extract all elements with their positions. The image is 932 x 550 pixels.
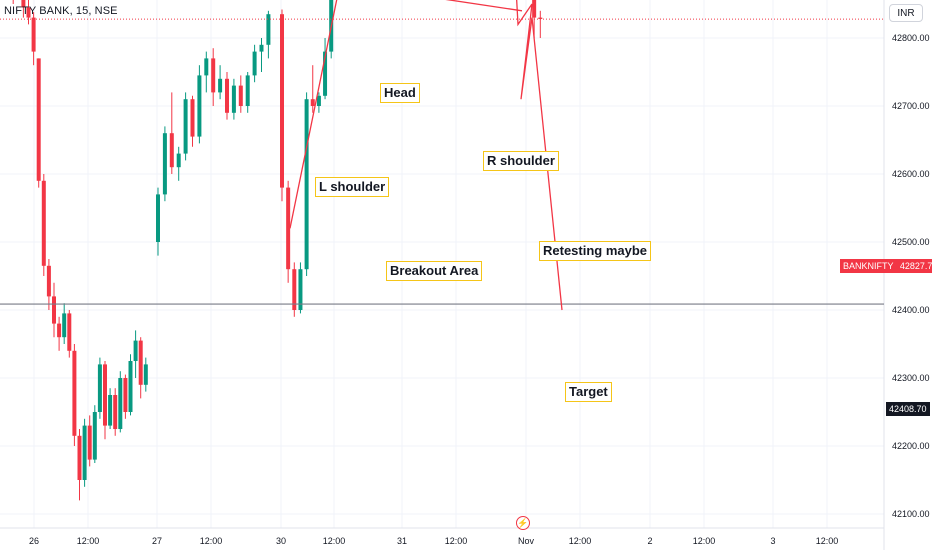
candle-body (143, 364, 148, 385)
candle-body (162, 133, 167, 195)
candle-body (218, 78, 223, 93)
lightning-icon[interactable]: ⚡ (516, 516, 530, 530)
candle-body (92, 412, 97, 460)
candle-body (133, 340, 138, 361)
candle-body (26, 7, 31, 18)
annotation-right-shoulder[interactable]: R shoulder (483, 151, 559, 171)
y-tick-label: 42200.00 (892, 441, 930, 451)
candle-body (138, 340, 143, 385)
annotation-head[interactable]: Head (380, 83, 420, 103)
candle-body (41, 180, 46, 266)
candle-body (87, 425, 92, 460)
candle-body (72, 350, 77, 436)
x-tick-label: 12:00 (569, 536, 592, 546)
candle-body (280, 14, 284, 188)
candle-body (123, 378, 128, 412)
candle-body (259, 44, 264, 52)
x-tick-label: 31 (397, 536, 407, 546)
candle-body (118, 378, 123, 429)
candle-body (97, 364, 102, 412)
candle-body (21, 0, 26, 8)
y-tick-label: 42400.00 (892, 305, 930, 315)
x-tick-label: 27 (152, 536, 162, 546)
annotation-breakout-area[interactable]: Breakout Area (386, 261, 483, 281)
current-price-value: 42827.75 (899, 261, 932, 271)
x-tick-label: 2 (647, 536, 652, 546)
candle-body (197, 75, 202, 137)
candle-body (532, 0, 537, 18)
x-tick-label: 12:00 (323, 536, 346, 546)
x-tick-label: 12:00 (445, 536, 468, 546)
candle-body (323, 51, 328, 96)
y-tick-label: 42600.00 (892, 169, 930, 179)
symbol-title[interactable]: NIFTY BANK, 15, NSE (4, 5, 118, 17)
candle-body (245, 75, 250, 106)
candle-body (183, 99, 188, 154)
x-tick-label: 12:00 (77, 536, 100, 546)
x-tick-label: 12:00 (200, 536, 223, 546)
candle-body (538, 17, 543, 19)
candle-body (204, 58, 209, 76)
head-shoulders-pattern-line (289, 0, 563, 311)
x-tick-label: 3 (770, 536, 775, 546)
neckline (445, 0, 523, 12)
candle-body (128, 361, 133, 412)
candle-body (304, 99, 309, 270)
current-price-symbol: BANKNIFTY (843, 261, 894, 271)
candle-body (103, 364, 107, 426)
candle-body (190, 99, 195, 137)
candle-body (82, 425, 87, 480)
candle-body (113, 395, 118, 429)
currency-button[interactable]: INR (889, 4, 923, 22)
y-tick-label: 42500.00 (892, 237, 930, 247)
candle-body (266, 14, 271, 45)
annotation-left-shoulder[interactable]: L shoulder (315, 177, 390, 197)
x-tick-label: 26 (29, 536, 39, 546)
y-tick-label: 42800.00 (892, 33, 930, 43)
x-tick-label: 12:00 (693, 536, 716, 546)
candle-body (292, 269, 297, 310)
candle-body (77, 435, 82, 480)
y-tick-label: 42100.00 (892, 509, 930, 519)
x-tick-label: Nov (518, 536, 535, 546)
x-tick-label: 30 (276, 536, 286, 546)
support-price-tag: 42408.70 (886, 402, 930, 416)
annotation-retesting[interactable]: Retesting maybe (539, 241, 652, 261)
candle-body (67, 313, 72, 351)
candle-body (57, 323, 62, 338)
candle-body (31, 17, 36, 52)
current-price-tag: BANKNIFTY 42827.75 (840, 259, 932, 273)
annotation-target[interactable]: Target (565, 382, 612, 402)
candle-body (231, 85, 236, 113)
candle-body (156, 194, 160, 242)
y-tick-label: 42700.00 (892, 101, 930, 111)
x-tick-label: 12:00 (816, 536, 839, 546)
candle-body (108, 395, 113, 426)
candle-body (286, 187, 291, 270)
candle-body (225, 78, 229, 113)
candle-body (310, 99, 315, 106)
candle-body (52, 296, 56, 324)
y-tick-label: 42300.00 (892, 373, 930, 383)
candle-body (176, 153, 181, 168)
candle-body (46, 265, 51, 297)
candle-body (316, 95, 321, 106)
candle-body (62, 313, 67, 338)
candle-body (36, 58, 41, 181)
candle-body (298, 269, 303, 310)
candle-body (211, 58, 216, 93)
candle-body (169, 133, 174, 168)
candle-body (252, 51, 257, 76)
candle-body (238, 85, 243, 106)
